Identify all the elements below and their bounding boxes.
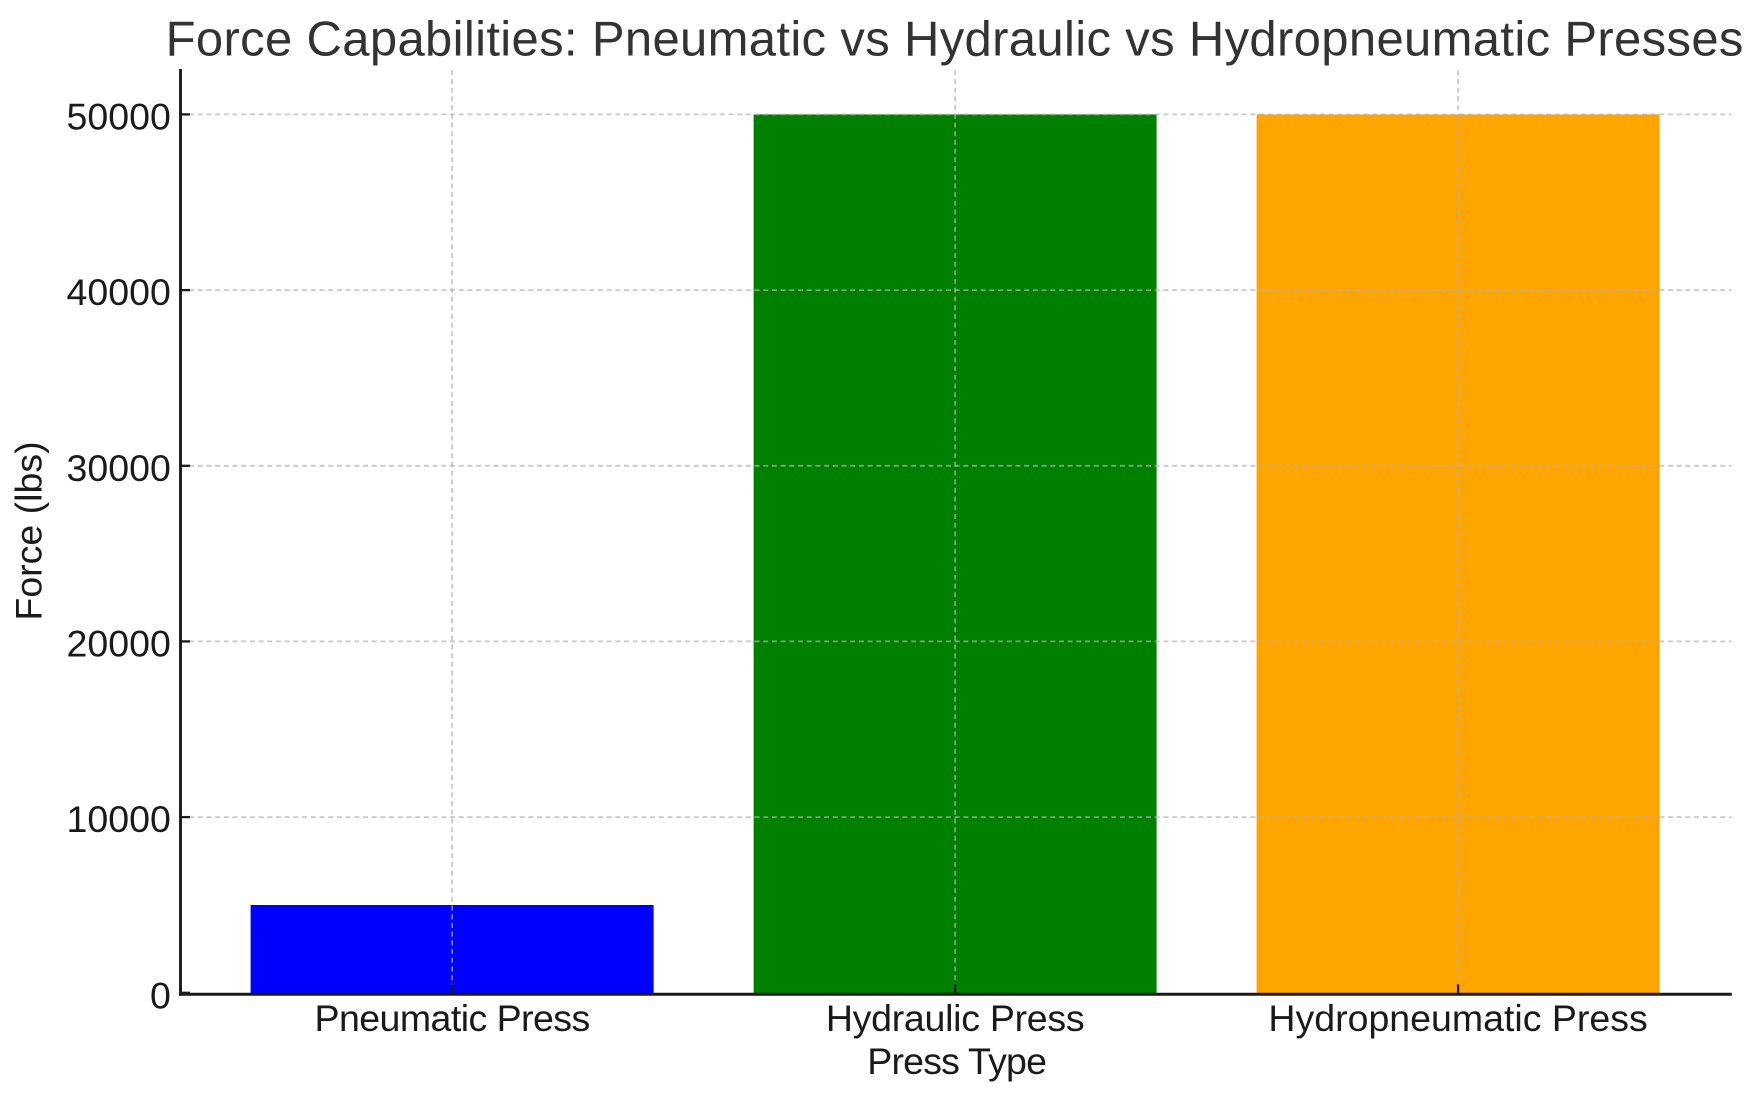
svg-text:Pneumatic Press: Pneumatic Press bbox=[314, 997, 589, 1039]
svg-text:Hydropneumatic Press: Hydropneumatic Press bbox=[1268, 997, 1647, 1039]
svg-text:Force (lbs): Force (lbs) bbox=[8, 441, 50, 620]
svg-text:Hydraulic Press: Hydraulic Press bbox=[826, 997, 1085, 1039]
svg-text:20000: 20000 bbox=[67, 622, 171, 664]
svg-text:30000: 30000 bbox=[67, 447, 171, 489]
svg-text:Force Capabilities: Pneumatic: Force Capabilities: Pneumatic vs Hydraul… bbox=[166, 13, 1744, 67]
svg-text:50000: 50000 bbox=[67, 95, 171, 137]
svg-text:10000: 10000 bbox=[67, 798, 171, 840]
svg-text:Press Type: Press Type bbox=[867, 1040, 1046, 1082]
svg-text:0: 0 bbox=[150, 975, 171, 1017]
svg-text:40000: 40000 bbox=[67, 271, 171, 313]
